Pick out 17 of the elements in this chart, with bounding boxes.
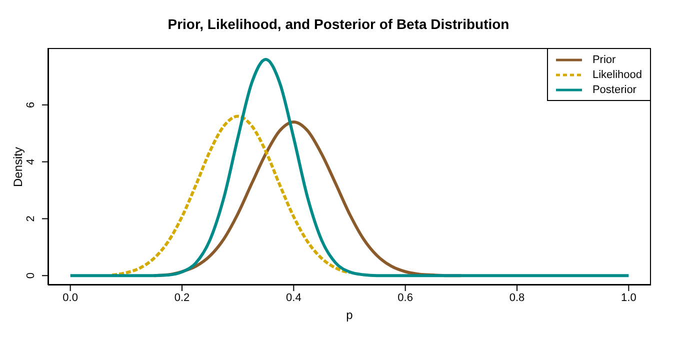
chart-title: Prior, Likelihood, and Posterior of Beta Distribution bbox=[166, 16, 510, 32]
x-tick-label: 0.6 bbox=[398, 292, 413, 304]
x-axis-title: p bbox=[345, 308, 354, 322]
x-tick-label: 0.8 bbox=[509, 292, 525, 304]
y-tick-label: 6 bbox=[25, 102, 37, 108]
x-tick-label: 1.0 bbox=[621, 292, 636, 304]
legend-label: Likelihood bbox=[592, 68, 642, 80]
y-tick-label: 0 bbox=[25, 272, 37, 279]
legend-label: Posterior bbox=[592, 84, 636, 96]
line-series bbox=[110, 114, 351, 277]
legend-label: Prior bbox=[592, 54, 616, 66]
x-tick-label: 0.2 bbox=[174, 292, 190, 304]
y-tick-label: 2 bbox=[25, 216, 37, 222]
x-tick-label: 0.0 bbox=[62, 292, 78, 304]
y-tick-label: 4 bbox=[25, 158, 37, 165]
y-axis-title: Density bbox=[11, 146, 25, 187]
x-tick-label: 0.4 bbox=[286, 292, 302, 304]
